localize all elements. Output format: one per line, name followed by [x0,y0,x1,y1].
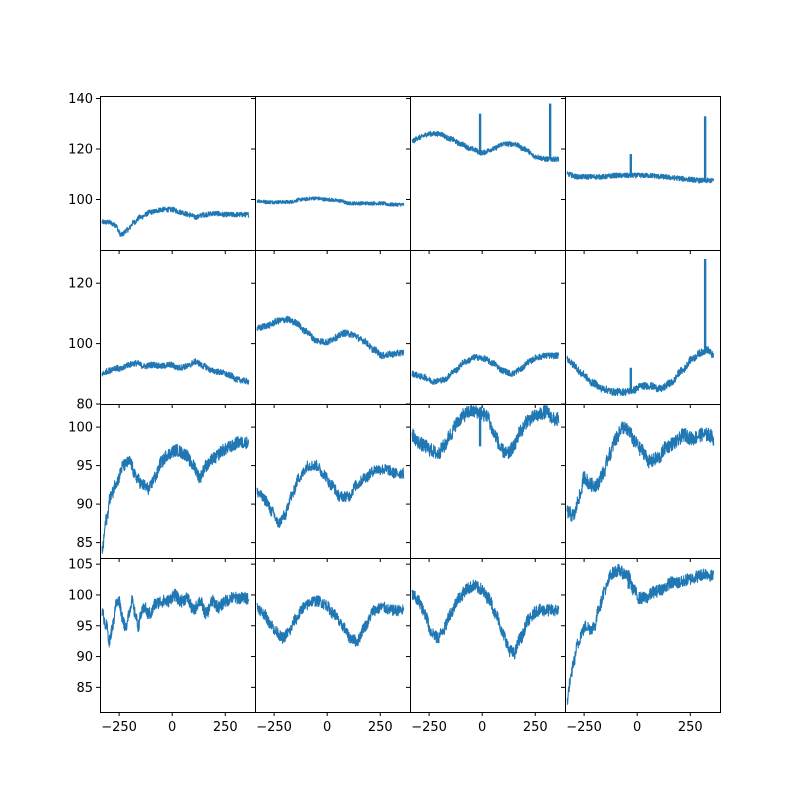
series-line [256,595,405,647]
panel-r2-c3 [406,250,566,408]
panel-r3-c1: 85 90 95 100 [68,404,256,562]
y-tick-label: 120 [68,143,93,158]
series-line [411,352,560,385]
series-line [411,130,560,163]
x-tick-label: 0 [478,720,486,735]
series-line [101,588,250,648]
y-tick-label: 85 [76,681,93,696]
y-tick-label: 90 [76,650,93,665]
panel-r3-c2 [251,404,411,562]
panel-r3-c4 [561,404,721,562]
axes-frame [100,96,256,251]
x-tick-label: −250 [256,720,292,735]
panel-r4-c4: −250 0 250 [561,558,721,735]
panel-r3-c3 [406,404,566,562]
axes-frame [410,96,566,251]
series-line [256,196,405,207]
x-tick-label: 0 [323,720,331,735]
y-tick-label: 95 [76,619,93,634]
panel-r4-c3: −250 0 250 [406,558,566,735]
x-tick-label: 0 [633,720,641,735]
panel-r1-c2 [251,96,411,254]
x-tick-label: 250 [213,720,238,735]
series-line [566,563,715,705]
x-tick-label: −250 [101,720,137,735]
panel-r1-c1: 100 120 140 [68,92,256,254]
y-tick-label: 100 [68,337,93,352]
panel-r1-c4 [561,96,721,254]
y-tick-label: 85 [76,536,93,551]
y-tick-label: 105 [68,558,93,573]
axes-frame [100,404,256,559]
x-tick-label: −250 [566,720,602,735]
series-line [411,579,560,660]
x-tick-label: 250 [678,720,703,735]
panel-r2-c1: 80 100 120 [68,250,256,413]
y-tick-label: 95 [76,459,93,474]
panel-r4-c1: 85 90 95 100 105 −250 0 250 [68,558,256,735]
x-tick-label: 250 [523,720,548,735]
series-line [411,404,560,460]
panel-r2-c2 [251,250,411,408]
axes-frame [410,404,566,559]
series-line [101,358,250,385]
y-tick-label: 140 [68,92,93,107]
axes-frame [565,558,721,713]
panel-r4-c2: −250 0 250 [251,558,411,735]
y-tick-label: 80 [76,398,93,413]
series-line [256,459,405,529]
panel-r2-c4 [561,250,721,408]
axes-frame [255,96,411,251]
panel-r1-c3 [406,96,566,254]
y-tick-label: 120 [68,277,93,292]
y-tick-label: 100 [68,588,93,603]
series-line [566,171,715,184]
axes-frame [100,558,256,713]
series-line [101,206,250,238]
x-tick-label: 0 [168,720,176,735]
axes-frame [100,250,256,405]
x-tick-label: −250 [411,720,447,735]
axes-frame [255,250,411,405]
y-tick-label: 90 [76,498,93,513]
series-line [566,421,715,522]
x-tick-label: 250 [368,720,393,735]
series-line [566,345,715,397]
series-line [256,315,405,360]
y-tick-label: 100 [68,421,93,436]
series-line [101,436,250,554]
axes-frame [255,404,411,559]
y-tick-label: 100 [68,193,93,208]
